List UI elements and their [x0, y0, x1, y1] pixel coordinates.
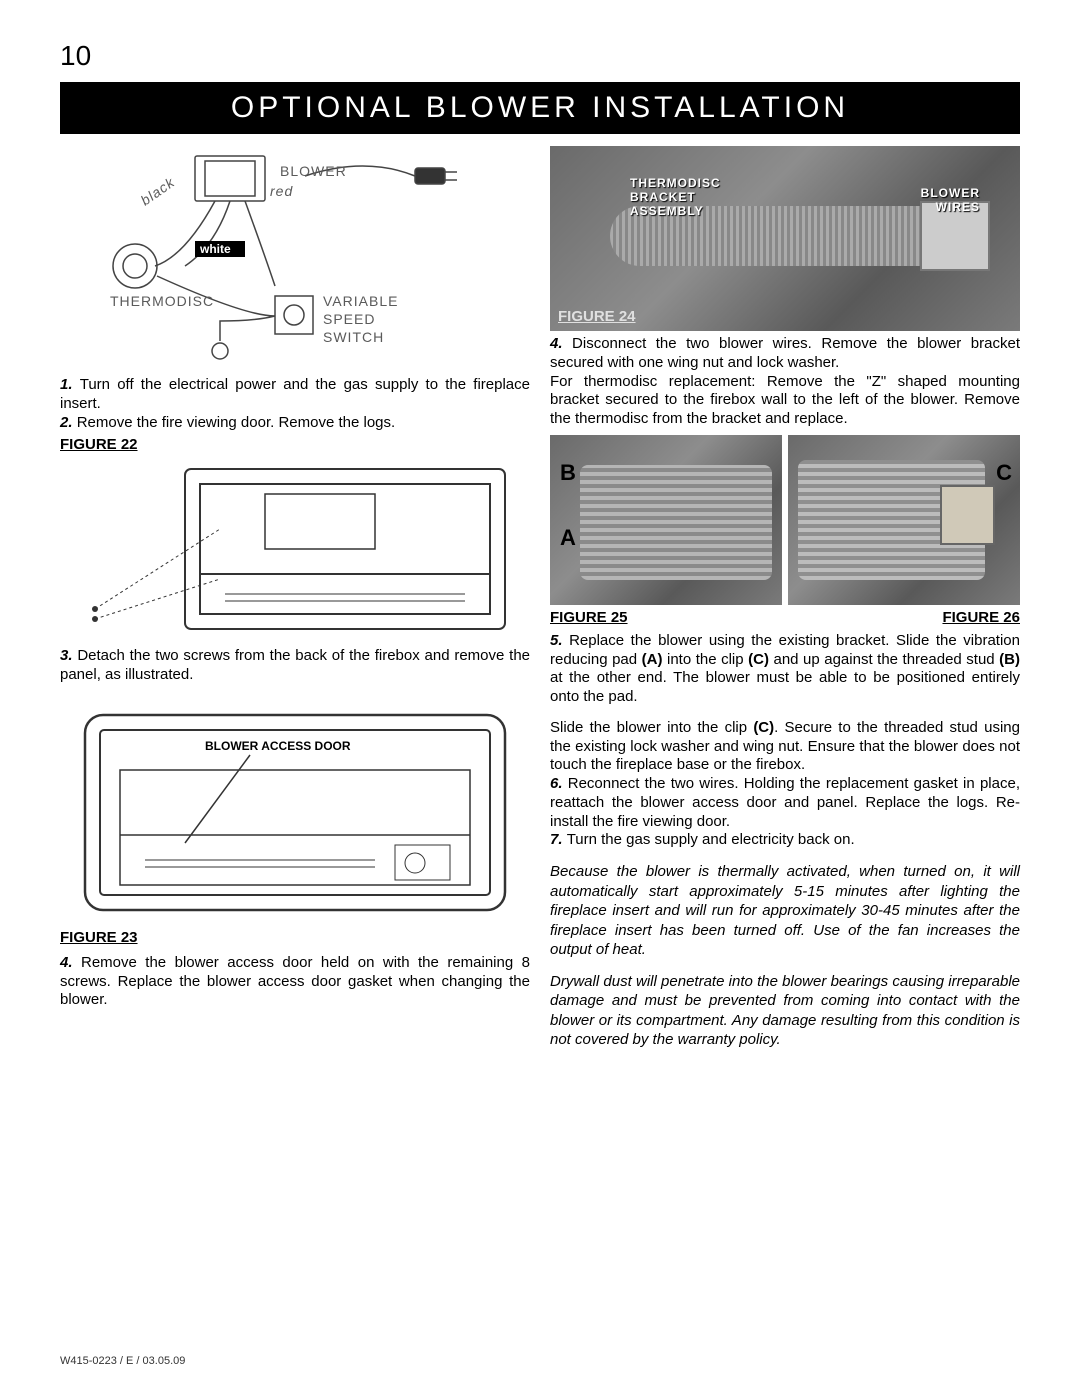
- step6-text: Reconnect the two wires. Holding the rep…: [550, 775, 1020, 830]
- step5-text: Replace the blower using the existing br…: [550, 632, 1020, 705]
- marker-b: B: [560, 460, 576, 486]
- step4l-text: Remove the blower access door held on wi…: [60, 954, 530, 1009]
- thermo-label2: BRACKET: [630, 190, 696, 204]
- figure-23-label: FIGURE 23: [60, 929, 530, 946]
- right-column: THERMODISC BRACKET ASSEMBLY BLOWER WIRES…: [550, 146, 1020, 1050]
- figure-24-label: FIGURE 24: [558, 308, 636, 325]
- step1-text: Turn off the electrical power and the ga…: [60, 376, 530, 412]
- thermo-replace-text: For thermodisc replacement: Remove the "…: [550, 373, 1020, 429]
- step2-text: Remove the fire viewing door. Remove the…: [77, 414, 396, 431]
- step-4-left: 4. Remove the blower access door held on…: [60, 954, 530, 1010]
- label-vs1: VARIABLE: [323, 293, 398, 309]
- label-thermodisc: THERMODISC: [110, 293, 214, 309]
- figure-25-label: FIGURE 25: [550, 609, 782, 626]
- label-red: red: [270, 183, 293, 199]
- slide-text: Slide the blower into the clip (C). Secu…: [550, 719, 1020, 775]
- label-vs3: SWITCH: [323, 329, 384, 345]
- figure-26-photo: C: [788, 435, 1020, 605]
- step-3: 3. Detach the two screws from the back o…: [60, 647, 530, 685]
- figure-24-photo: THERMODISC BRACKET ASSEMBLY BLOWER WIRES…: [550, 146, 1020, 331]
- thermo-label3: ASSEMBLY: [630, 204, 704, 218]
- figure-23-diagram: BLOWER ACCESS DOOR: [60, 695, 530, 925]
- page-number: 10: [60, 40, 1020, 72]
- label-white: white: [199, 242, 231, 256]
- italic-note-1: Because the blower is thermally activate…: [550, 862, 1020, 960]
- step-6: 6. Reconnect the two wires. Holding the …: [550, 775, 1020, 831]
- figure-25-photo: B A: [550, 435, 782, 605]
- marker-c: C: [996, 460, 1012, 486]
- bwires-label1: BLOWER: [921, 186, 980, 200]
- left-column: BLOWER red black white THERMODISC VARIAB…: [60, 146, 530, 1050]
- italic-note-2: Drywall dust will penetrate into the blo…: [550, 972, 1020, 1050]
- label-vs2: SPEED: [323, 311, 375, 327]
- marker-a: A: [560, 525, 576, 551]
- figure-22-diagram: [60, 459, 530, 639]
- step-2: 2. Remove the fire viewing door. Remove …: [60, 414, 530, 433]
- figure-26-label: FIGURE 26: [788, 609, 1020, 626]
- step7-text: Turn the gas supply and electricity back…: [567, 831, 855, 848]
- step-1: 1. Turn off the electrical power and the…: [60, 376, 530, 414]
- bwires-label2: WIRES: [936, 200, 980, 214]
- thermo-label1: THERMODISC: [630, 176, 721, 190]
- label-black: black: [138, 174, 178, 209]
- section-banner: OPTIONAL BLOWER INSTALLATION: [60, 82, 1020, 134]
- footer-code: W415-0223 / E / 03.05.09: [60, 1355, 185, 1367]
- step4ra-text: Disconnect the two blower wires. Remove …: [550, 335, 1020, 371]
- step3-text: Detach the two screws from the back of t…: [60, 647, 530, 683]
- blower-access-door-label: BLOWER ACCESS DOOR: [205, 739, 351, 753]
- figure-22-label: FIGURE 22: [60, 436, 530, 453]
- step-7: 7. Turn the gas supply and electricity b…: [550, 831, 1020, 850]
- label-blower: BLOWER: [280, 163, 347, 179]
- step-5: 5. Replace the blower using the existing…: [550, 632, 1020, 707]
- step-4-right: 4. Disconnect the two blower wires. Remo…: [550, 335, 1020, 373]
- wiring-diagram: BLOWER red black white THERMODISC VARIAB…: [60, 146, 530, 376]
